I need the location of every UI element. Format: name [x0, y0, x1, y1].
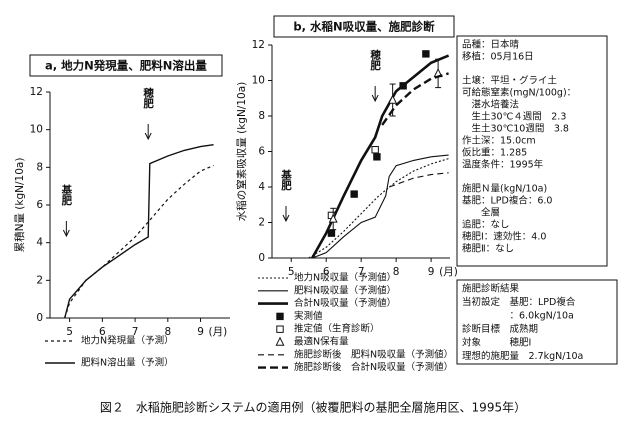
chart-title: b, 水稲N吸収量、施肥診断 [293, 20, 435, 34]
square-marker [350, 190, 358, 198]
series-line [389, 172, 449, 188]
y-tick-label: 0 [258, 252, 265, 264]
box-line: 作土深：15.0cm [462, 135, 536, 147]
arrow-head [144, 132, 152, 141]
arrow-head [282, 214, 290, 223]
y-tick-label: 6 [36, 199, 43, 211]
y-tick-label: 2 [36, 274, 43, 286]
plot [64, 144, 214, 319]
text-box: 品種：日本晴移植：05月16日土壌：平坦・グライ土可給態窒素(mgN/100g)… [462, 39, 576, 255]
x-tick-label: 6 [323, 266, 330, 278]
box-line: 理想的施肥量 2.7kgN/10a [462, 350, 583, 362]
annotation: 穂肥 [142, 87, 154, 110]
series-line [64, 144, 214, 319]
diagnosis-box [456, 279, 618, 365]
x-axis-label: (月) [209, 326, 228, 338]
box-line: 診断目標 成熟期 [462, 323, 538, 335]
x-tick-label: 9 [197, 326, 204, 338]
info-box [456, 35, 608, 267]
box-line: 全層 [462, 207, 500, 219]
series-line [308, 158, 449, 259]
y-tick-label: 10 [30, 124, 43, 136]
square-marker [422, 50, 430, 58]
legend-label: 最適N保有量 [294, 336, 349, 348]
legend-label: 地力N発現量（予測） [81, 335, 174, 347]
box-line: 対象 穂肥Ⅰ [462, 337, 531, 349]
box-line: 土壌：平坦・グライ土 [462, 75, 558, 87]
series-line [381, 72, 449, 126]
legend-label: 実測値 [294, 310, 323, 322]
box-line: 湛水培養法 [462, 99, 519, 111]
box-line: 生土30℃４週間 2.3 [462, 111, 566, 123]
y-tick-label: 12 [30, 86, 43, 98]
y-tick-label: 10 [252, 75, 265, 87]
x-tick-label: 5 [66, 326, 73, 338]
legend-label: 施肥診断後 合計N吸収量（予測値） [294, 361, 453, 373]
caption: 図２ 水稲施肥診断システムの適用例（被覆肥料の基肥全層施用区、1995年） [100, 400, 526, 415]
y-tick-label: 6 [258, 146, 265, 158]
arrow-head [371, 94, 379, 103]
box-line: 穂肥Ⅱ：なし [462, 243, 514, 255]
square-marker [327, 229, 336, 237]
square-marker [373, 153, 381, 161]
box-line: 基肥：LPD複合：6.0 [462, 195, 552, 207]
y-axis-label: 累積N量 (kgN/10a) [13, 158, 26, 253]
square-marker [371, 146, 379, 154]
box-line: 施肥診断結果 [462, 283, 520, 295]
triangle-marker [328, 213, 338, 223]
x-tick-label: 8 [164, 326, 171, 338]
arrow-head [62, 229, 70, 238]
box-line: 当初設定 基肥：LPD複合 [462, 296, 576, 308]
box-line: 仮比重：1.285 [462, 147, 527, 159]
y-axis-label: 水稲の窒素吸収量 (kgN/10a) [235, 82, 248, 221]
legend-label: 肥料N溶出量（予測） [81, 357, 174, 369]
box-line: 温度条件：1995年 [462, 159, 544, 171]
square-marker [276, 312, 284, 321]
x-tick-label: 5 [288, 266, 295, 278]
legend-label: 施肥診断後 肥料N吸収量（予測値） [294, 348, 453, 360]
legend-label: 肥料N吸収量（予測値） [294, 284, 396, 296]
box-line: 可給態窒素(mgN/100g)： [462, 87, 576, 99]
y-tick-label: 2 [258, 217, 265, 229]
title-box-b [273, 15, 455, 38]
square-marker [399, 82, 407, 90]
box-line: 追肥：なし [462, 219, 510, 231]
y-tick-label: 12 [252, 39, 265, 51]
chart-title: a, 地力N発現量、肥料N溶出量 [45, 59, 207, 73]
x-axis-label: (月) [439, 266, 458, 278]
annotation: 基肥 [60, 184, 72, 207]
series-line [64, 164, 214, 319]
triangle-marker [275, 336, 285, 346]
y-tick-label: 8 [36, 161, 43, 173]
box-line: 穂肥Ⅰ：速効性：4.0 [462, 231, 546, 243]
series-line [312, 154, 449, 259]
y-tick-label: 0 [36, 312, 43, 324]
box-line: 移植：05月16日 [462, 51, 534, 63]
legend-label: 地力N吸収量（予測値） [294, 272, 396, 284]
x-tick-label: 9 [428, 266, 435, 278]
y-tick-label: 8 [258, 110, 265, 122]
box-line: 生土30℃10週間 3.8 [462, 123, 569, 135]
box-line: 施肥Ｎ量(kgN/10a) [462, 183, 547, 195]
x-tick-label: 7 [358, 266, 365, 278]
annotation: 基肥 [280, 169, 292, 192]
title-box-a [29, 54, 223, 77]
x-tick-label: 6 [99, 326, 106, 338]
x-tick-label: 8 [393, 266, 400, 278]
box-line: ：6.0kgN/10a [462, 311, 574, 322]
y-tick-label: 4 [36, 237, 43, 249]
y-tick-label: 4 [258, 181, 265, 193]
triangle-marker [388, 94, 398, 104]
square-marker [276, 325, 284, 333]
plot [308, 50, 450, 259]
box-line: 品種：日本晴 [462, 39, 520, 51]
x-tick-label: 7 [132, 326, 139, 338]
annotation: 穂肥 [369, 49, 381, 72]
legend-label: 推定値（生育診断） [294, 323, 380, 335]
legend-label: 合計N吸収量（予測値） [294, 297, 396, 309]
